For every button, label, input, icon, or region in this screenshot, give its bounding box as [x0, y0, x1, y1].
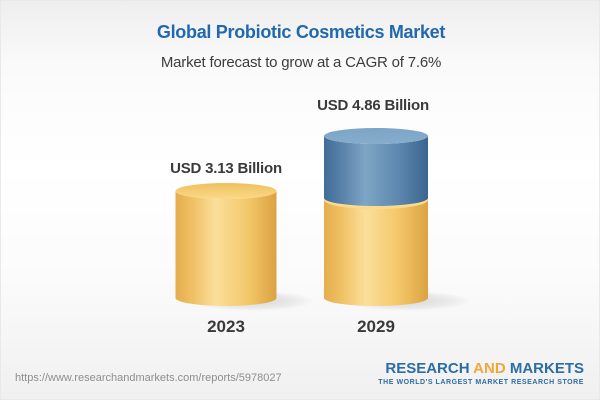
bar-2029-value-label: USD 4.86 Billion	[317, 97, 429, 114]
bar-2029-base-segment-side	[324, 198, 428, 306]
bar-2029-axis-label: 2029	[357, 317, 395, 336]
logo-word-research: RESEARCH	[385, 360, 474, 377]
bar-2023-cylinder-cap	[175, 183, 277, 199]
report-url-link[interactable]: https://www.researchandmarkets.com/repor…	[15, 372, 282, 384]
research-and-markets-logo[interactable]: RESEARCH AND MARKETS THE WORLD'S LARGEST…	[324, 360, 584, 386]
bar-2029-growth-segment-cap	[324, 128, 428, 144]
logo-word-and: AND	[473, 360, 506, 377]
bar-2023-cylinder-side	[175, 191, 277, 306]
bar-2023-axis-label: 2023	[207, 317, 245, 336]
chart-subtitle: Market forecast to grow at a CAGR of 7.6…	[160, 54, 442, 71]
logo-word-markets: MARKETS	[505, 360, 584, 377]
bar-2029-growth-segment-side	[324, 136, 428, 206]
logo-wordmark: RESEARCH AND MARKETS	[324, 360, 584, 377]
chart-title: Global Probiotic Cosmetics Market	[156, 22, 446, 42]
logo-tagline: THE WORLD'S LARGEST MARKET RESEARCH STOR…	[378, 379, 584, 386]
bar-2023-value-label: USD 3.13 Billion	[170, 160, 282, 177]
